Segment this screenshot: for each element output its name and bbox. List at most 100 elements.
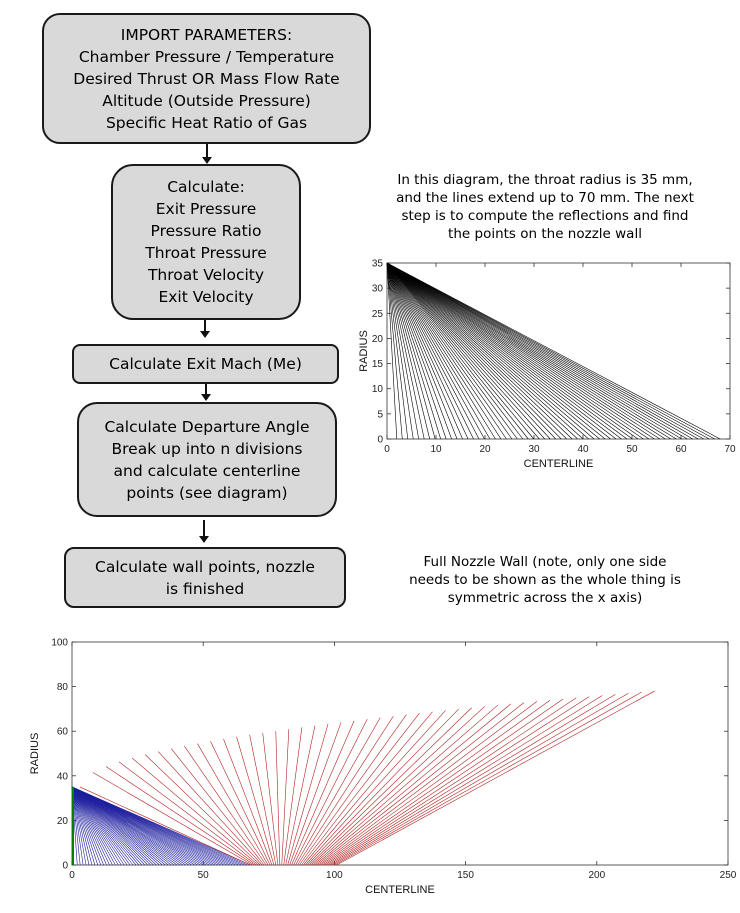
c2-expansion-line bbox=[71, 786, 134, 866]
c1-xtick-label: 60 bbox=[675, 444, 687, 455]
c2-reflection-line bbox=[275, 730, 281, 866]
wall-points-box: Calculate wall points, nozzle is finishe… bbox=[64, 547, 346, 608]
c2-reflection-line bbox=[171, 748, 265, 866]
c1-ytick-label: 10 bbox=[372, 384, 384, 395]
c1-characteristic-line bbox=[386, 262, 661, 440]
c1-characteristic-line bbox=[386, 262, 573, 440]
c2-reflection-line bbox=[184, 745, 267, 866]
c2-expansion-line bbox=[71, 786, 128, 866]
c2-expansion-line bbox=[71, 786, 119, 866]
c1-xtick-label: 10 bbox=[430, 444, 442, 455]
c2-xtick-label: 150 bbox=[457, 870, 474, 881]
c1-characteristic-line bbox=[386, 262, 693, 440]
c2-xtick-label: 100 bbox=[326, 870, 343, 881]
c2-reflection-line bbox=[330, 694, 616, 866]
box2-line-3: Pressure Ratio bbox=[150, 222, 262, 240]
c2-reflection-line bbox=[316, 702, 525, 866]
c2-reflection-line bbox=[262, 732, 279, 866]
c2-reflection-line bbox=[318, 701, 538, 866]
c1-xtick-label: 30 bbox=[528, 444, 540, 455]
c2-xtick-label: 250 bbox=[720, 870, 737, 881]
box2-line-1: Calculate: bbox=[167, 178, 245, 196]
box4-line-2: Break up into n divisions bbox=[111, 439, 303, 458]
c2-expansion-line bbox=[71, 786, 102, 866]
c1-characteristic-line bbox=[386, 262, 535, 440]
c1-characteristic-line bbox=[386, 262, 398, 440]
box3-line-1: Calculate Exit Mach (Me) bbox=[109, 355, 302, 373]
c2-reflection-line bbox=[293, 719, 368, 866]
box5-line-2: is finished bbox=[165, 579, 245, 598]
c1-characteristic-line bbox=[386, 262, 721, 440]
c1-characteristic-line bbox=[386, 262, 546, 440]
c1-characteristic-line bbox=[386, 262, 441, 440]
c2-reflection-line bbox=[287, 723, 329, 866]
c2-reflection-line bbox=[336, 690, 655, 866]
bottom-note-line-3: symmetric across the x axis) bbox=[447, 590, 643, 606]
c2-expansion-line bbox=[71, 786, 143, 866]
c1-characteristic-line bbox=[386, 262, 518, 440]
top-chart-caption: In this diagram, the throat radius is 35… bbox=[370, 171, 720, 243]
c1-characteristic-line bbox=[386, 262, 644, 440]
c1-characteristic-line bbox=[386, 262, 617, 440]
c1-characteristic-line bbox=[386, 262, 567, 440]
c2-expansion-line bbox=[71, 786, 87, 866]
c2-reflection-line bbox=[332, 693, 629, 866]
c2-reflection-line bbox=[324, 697, 577, 866]
c2-reflection-line bbox=[320, 699, 551, 866]
c1-characteristic-line bbox=[386, 262, 600, 440]
c2-ytick-label: 20 bbox=[57, 816, 69, 827]
c1-characteristic-line bbox=[386, 262, 606, 440]
c1-characteristic-line bbox=[386, 262, 655, 440]
c1-ytick-label: 25 bbox=[372, 309, 384, 320]
c2-xlabel: CENTERLINE bbox=[365, 884, 435, 896]
c2-reflection-line bbox=[308, 707, 472, 866]
top-note-line-1: In this diagram, the throat radius is 35… bbox=[397, 172, 693, 188]
c1-characteristic-line bbox=[386, 262, 502, 440]
import-parameters-box: IMPORT PARAMETERS: Chamber Pressure / Te… bbox=[42, 13, 371, 144]
exit-mach-box: Calculate Exit Mach (Me) bbox=[72, 344, 339, 384]
box1-line-4: Altitude (Outside Pressure) bbox=[102, 91, 311, 110]
c2-ytick-label: 40 bbox=[57, 771, 69, 782]
c1-characteristic-line bbox=[386, 262, 452, 440]
c2-reflection-line bbox=[303, 711, 433, 866]
c2-reflection-line bbox=[197, 743, 269, 866]
box1-line-3: Desired Thrust OR Mass Flow Rate bbox=[73, 69, 340, 88]
c2-reflection-line bbox=[283, 727, 303, 866]
c2-reflection-line bbox=[299, 714, 407, 866]
c2-reflection-line bbox=[322, 698, 564, 866]
box2-line-5: Throat Velocity bbox=[147, 266, 265, 284]
box1-line-2: Chamber Pressure / Temperature bbox=[78, 47, 335, 66]
c1-characteristic-line bbox=[386, 262, 699, 440]
c1-characteristic-line bbox=[386, 262, 562, 440]
c1-characteristic-line bbox=[386, 262, 633, 440]
c1-characteristic-line bbox=[386, 262, 430, 440]
c1-characteristic-line bbox=[386, 262, 578, 440]
c2-expansion-line bbox=[71, 786, 154, 866]
calculate-box: Calculate: Exit Pressure Pressure Ratio … bbox=[111, 164, 301, 320]
c1-xtick-label: 0 bbox=[384, 444, 390, 455]
box2-line-6: Exit Velocity bbox=[158, 288, 254, 306]
c1-characteristic-line bbox=[386, 262, 458, 440]
c1-characteristic-line bbox=[386, 262, 672, 440]
c2-reflection-line bbox=[236, 736, 275, 866]
c1-characteristic-line bbox=[386, 262, 595, 440]
c2-expansion-line bbox=[71, 786, 122, 866]
box5-line-1: Calculate wall points, nozzle bbox=[95, 557, 315, 576]
c2-reflection-line bbox=[210, 741, 271, 866]
c2-expansion-line bbox=[71, 786, 113, 866]
c1-characteristic-line bbox=[386, 262, 540, 440]
c2-reflection-line bbox=[312, 704, 498, 866]
c1-characteristic-line bbox=[386, 262, 491, 440]
top-note-line-3: step is to compute the reflections and f… bbox=[401, 208, 689, 224]
c2-reflection-line bbox=[334, 691, 642, 866]
c2-expansion-line bbox=[71, 786, 116, 866]
c1-ylabel: RADIUS bbox=[358, 330, 370, 372]
c1-characteristic-line bbox=[386, 262, 584, 440]
c2-ytick-label: 0 bbox=[62, 861, 68, 872]
c2-expansion-line bbox=[71, 786, 151, 866]
c2-reflection-line bbox=[291, 720, 355, 866]
c1-characteristic-line bbox=[386, 262, 589, 440]
c1-characteristic-line bbox=[386, 262, 677, 440]
c1-characteristic-line bbox=[386, 262, 414, 440]
c2-reflection-line bbox=[118, 761, 257, 866]
